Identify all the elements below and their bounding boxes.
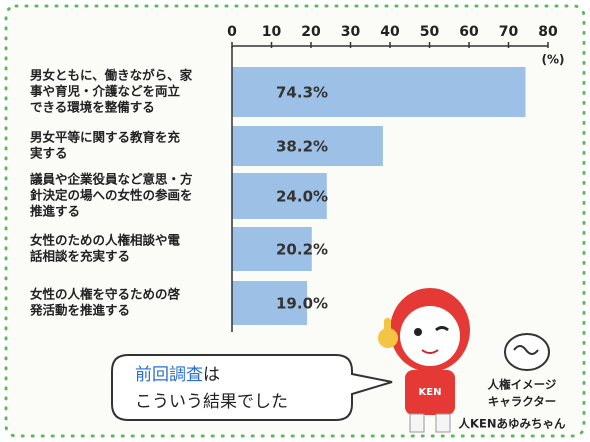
bar (232, 126, 383, 166)
category-label: できる環境を整備する (30, 100, 155, 115)
x-tick-label: 70 (499, 24, 519, 40)
x-tick-label: 50 (420, 24, 440, 40)
value-label: 19.0% (276, 295, 328, 313)
category-label: 女性のための人権相談や電 (30, 233, 181, 248)
character: KEN (378, 288, 470, 433)
category-label: 事や育児・介護などを両立 (30, 84, 181, 99)
badge: KEN (419, 387, 442, 398)
callout-text: こういう結果でした (135, 392, 288, 412)
category-label: 推進する (30, 204, 80, 219)
value-label: 38.2% (276, 138, 328, 156)
callout: 前回調査は こういう結果でした (111, 354, 393, 421)
callout-rest: は (203, 365, 220, 385)
x-tick-label: 0 (227, 24, 237, 40)
x-tick-label: 80 (538, 24, 558, 40)
x-tick-label: 40 (380, 24, 400, 40)
logo (504, 333, 550, 371)
x-tick-label: 20 (301, 24, 321, 40)
value-label: 20.2% (276, 241, 328, 259)
category-label: 男女平等に関する教育を充 (30, 130, 181, 145)
category-label: 女性の人権を守るための啓 (30, 287, 181, 302)
callout-highlight: 前回調査 (135, 365, 203, 385)
caption: 人KENあゆみちゃん (459, 417, 566, 431)
caption: 人権イメージ (488, 378, 557, 392)
category-label: 男女ともに、働きながら、家 (30, 68, 193, 83)
category-label: 実する (30, 146, 68, 161)
x-tick-label: 30 (341, 24, 361, 40)
category-label: 発活動を推進する (29, 303, 130, 318)
category-label: 針決定の場への女性の参画を (30, 188, 193, 203)
x-tick-label: 10 (262, 24, 282, 40)
value-label: 74.3% (276, 84, 328, 102)
category-label: 議員や企業役員など意思・方 (30, 172, 193, 187)
x-tick-label: 60 (459, 24, 479, 40)
bar (232, 67, 526, 117)
category-label: 話相談を充実する (30, 249, 130, 264)
bar (232, 281, 308, 325)
bar (232, 173, 327, 219)
callout-text: 前回調査は (135, 365, 220, 385)
bar (232, 227, 312, 271)
value-label: 24.0% (276, 188, 328, 206)
unit-label: (%) (542, 53, 565, 67)
caption: キャラクター (488, 395, 557, 409)
